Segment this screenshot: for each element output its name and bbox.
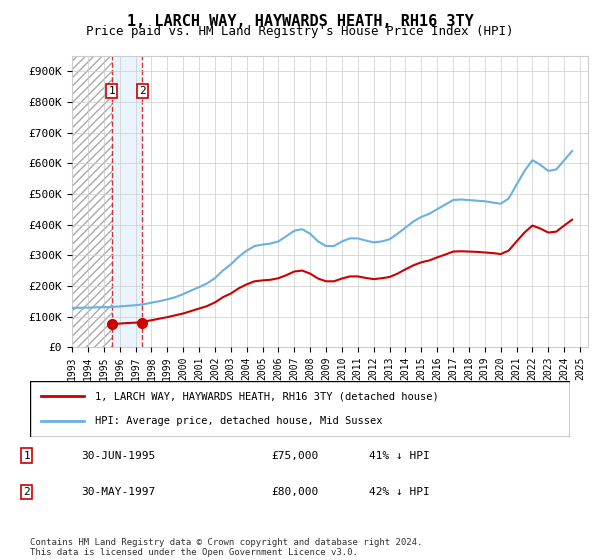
Text: Price paid vs. HM Land Registry's House Price Index (HPI): Price paid vs. HM Land Registry's House … <box>86 25 514 38</box>
Text: 30-MAY-1997: 30-MAY-1997 <box>81 487 155 497</box>
Text: 1: 1 <box>109 86 115 96</box>
Text: 1, LARCH WAY, HAYWARDS HEATH, RH16 3TY (detached house): 1, LARCH WAY, HAYWARDS HEATH, RH16 3TY (… <box>95 391 439 402</box>
Text: 2: 2 <box>139 86 146 96</box>
Bar <box>72 56 112 347</box>
Bar <box>72 56 112 347</box>
Text: 2: 2 <box>23 487 30 497</box>
Text: £80,000: £80,000 <box>271 487 319 497</box>
Text: 30-JUN-1995: 30-JUN-1995 <box>81 451 155 461</box>
Bar <box>112 56 142 347</box>
Text: Contains HM Land Registry data © Crown copyright and database right 2024.
This d: Contains HM Land Registry data © Crown c… <box>30 538 422 557</box>
FancyBboxPatch shape <box>30 381 570 437</box>
Text: 42% ↓ HPI: 42% ↓ HPI <box>369 487 430 497</box>
Text: HPI: Average price, detached house, Mid Sussex: HPI: Average price, detached house, Mid … <box>95 416 382 426</box>
Text: 1: 1 <box>23 451 30 461</box>
Text: 41% ↓ HPI: 41% ↓ HPI <box>369 451 430 461</box>
Text: £75,000: £75,000 <box>271 451 319 461</box>
Text: 1, LARCH WAY, HAYWARDS HEATH, RH16 3TY: 1, LARCH WAY, HAYWARDS HEATH, RH16 3TY <box>127 14 473 29</box>
